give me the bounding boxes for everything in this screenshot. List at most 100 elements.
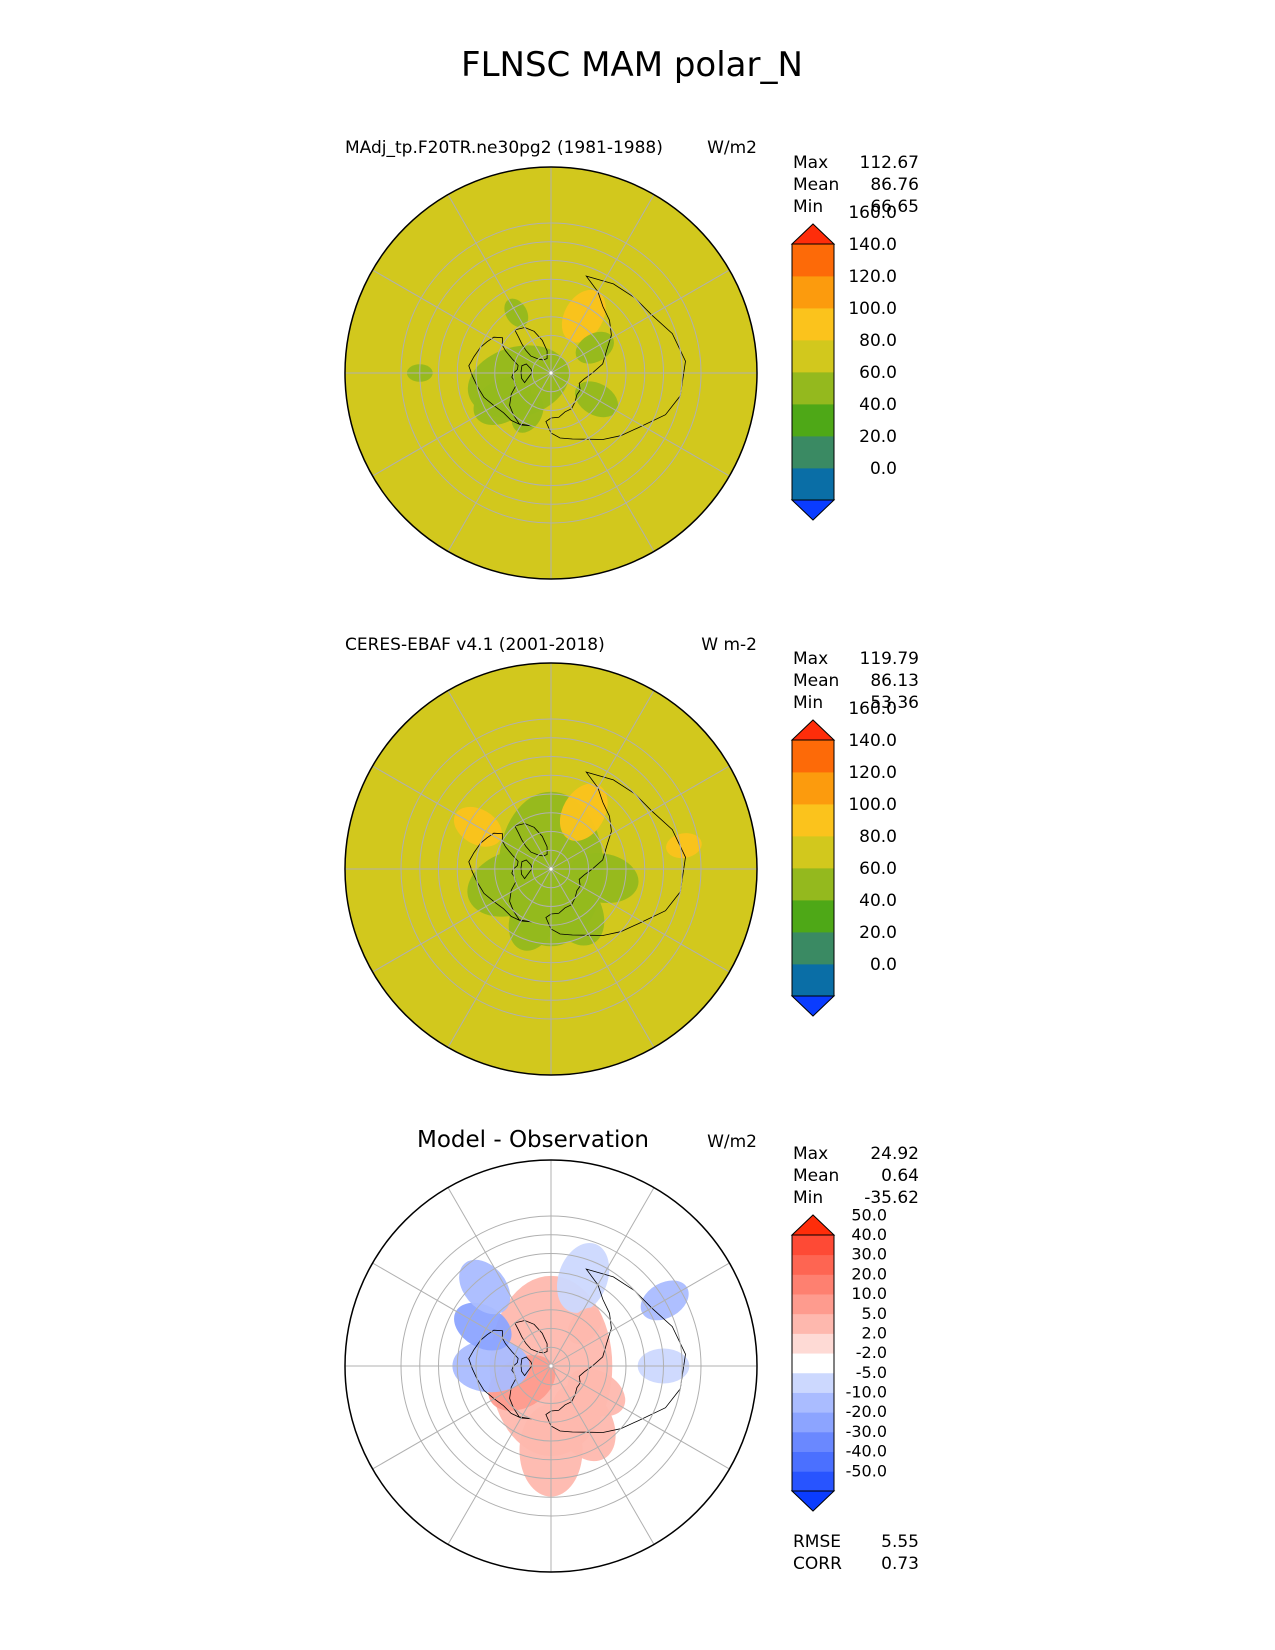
pole-marker — [549, 867, 553, 871]
colorbar-segment — [792, 1451, 834, 1472]
longitude-gridline — [447, 1187, 552, 1367]
colorbar-segment — [792, 932, 834, 965]
longitude-gridline — [372, 1262, 552, 1367]
colorbar-tick-label: -5.0 — [856, 1363, 887, 1382]
longitude-gridline — [372, 868, 552, 973]
colorbar-tick-label: 40.0 — [859, 395, 897, 415]
stat-label: Mean — [793, 1166, 839, 1186]
colorbar-segment — [792, 372, 834, 405]
stat-value: 86.76 — [870, 175, 919, 195]
colorbar-segment — [792, 436, 834, 469]
coastline — [468, 832, 532, 923]
colorbar-segment — [792, 804, 834, 837]
colorbar-segment — [792, 1313, 834, 1334]
colorbar-tick-label: 120.0 — [848, 763, 897, 783]
colorbar-segment — [792, 1431, 834, 1453]
stat-label: CORR — [793, 1554, 842, 1574]
figure-title: FLNSC MAM polar_N — [461, 45, 803, 85]
longitude-gridline — [550, 1262, 730, 1367]
colorbar-segment — [792, 772, 834, 805]
colorbar-segment — [792, 1254, 834, 1275]
panel-units: W/m2 — [707, 138, 757, 158]
colorbar: 0.0 20.0 40.0 60.0 80.0 100.0 120.0 140.0 160.0 — [790, 203, 897, 521]
longitude-gridline — [447, 194, 552, 374]
colorbar-tick-label: 20.0 — [859, 427, 897, 447]
panel-title: Model - Observation — [417, 1127, 649, 1153]
longitude-gridline — [372, 765, 552, 870]
stat-label: Min — [793, 693, 823, 713]
stat-value: -35.62 — [864, 1188, 919, 1208]
map-panel-1: MAdj_tp.F20TR.ne30pg2 (1981-1988) W/m2 Max… — [344, 138, 919, 580]
colorbar-segment — [792, 308, 834, 341]
stat-label: Max — [793, 649, 828, 669]
colorbar-tick-label: 0.0 — [870, 459, 897, 479]
longitude-gridline — [447, 1365, 552, 1545]
map-field — [345, 663, 757, 1075]
stat-value: 5.55 — [881, 1532, 919, 1552]
longitude-gridline — [550, 1365, 655, 1545]
field-patch — [666, 833, 702, 859]
longitude-gridline — [372, 372, 552, 477]
stat-value: 24.92 — [870, 1144, 919, 1164]
colorbar-segment — [792, 340, 834, 373]
coastline — [520, 363, 533, 384]
map-panel-3: Model - Observation W/m2 Max 24.92 Mean 0.64 M… — [344, 1127, 919, 1574]
longitude-gridline — [550, 1365, 730, 1470]
colorbar-tick-label: -10.0 — [846, 1383, 887, 1402]
colorbar-extend-min — [790, 995, 836, 1017]
panel-units: W m-2 — [701, 635, 757, 655]
colorbar-segment — [792, 740, 834, 773]
coastline — [520, 1356, 533, 1377]
colorbar-segment — [792, 1353, 834, 1374]
colorbar-segment — [792, 404, 834, 437]
map-field — [345, 1160, 757, 1572]
colorbar-tick-label: 80.0 — [859, 331, 897, 351]
field-patch — [566, 853, 639, 904]
panels: MAdj_tp.F20TR.ne30pg2 (1981-1988) W/m2 Max… — [344, 138, 919, 1574]
colorbar-segment — [792, 1333, 834, 1354]
colorbar-tick-label: 20.0 — [859, 923, 897, 943]
coastline — [468, 336, 532, 427]
colorbar-segment — [792, 868, 834, 901]
colorbar-segment — [792, 244, 834, 277]
longitude-gridline — [372, 1365, 552, 1470]
colorbar-extend-max — [790, 1214, 836, 1236]
map-field — [345, 167, 757, 579]
longitude-gridline — [550, 194, 655, 374]
colorbar-frame — [791, 739, 835, 997]
stat-value: 119.79 — [860, 649, 919, 669]
colorbar-segment — [792, 1372, 834, 1393]
stat-value: 53.36 — [870, 693, 919, 713]
pole-marker — [549, 371, 553, 375]
colorbar: -50.0-40.0-30.0-20.0-10.0-5.0-2.02.05.01… — [790, 1205, 887, 1512]
colorbar-tick-label: 140.0 — [848, 235, 897, 255]
longitude-gridline — [550, 765, 730, 870]
colorbar-segment — [792, 1235, 834, 1256]
colorbar-extend-min — [790, 1490, 836, 1512]
longitude-gridline — [550, 372, 730, 477]
longitude-gridline — [550, 690, 655, 870]
map-boundary — [344, 662, 758, 1076]
colorbar-tick-label: 30.0 — [851, 1245, 887, 1264]
colorbar-tick-label: 80.0 — [859, 827, 897, 847]
colorbar-tick-label: 100.0 — [848, 795, 897, 815]
stat-label: Min — [793, 197, 823, 217]
stat-value: 0.64 — [881, 1166, 919, 1186]
longitude-gridline — [447, 868, 552, 1048]
panel-title: CERES-EBAF v4.1 (2001-2018) — [345, 635, 605, 655]
coastline — [520, 859, 533, 880]
stat-label: Max — [793, 153, 828, 173]
map-boundary — [344, 166, 758, 580]
field-patch — [567, 1307, 602, 1344]
colorbar-segment — [792, 1412, 834, 1433]
stat-value: 112.67 — [860, 153, 919, 173]
colorbar-tick-label: -20.0 — [846, 1402, 887, 1421]
colorbar-tick-label: 140.0 — [848, 731, 897, 751]
stat-value: 86.13 — [870, 671, 919, 691]
colorbar-frame — [791, 1234, 835, 1492]
colorbar-extend-max — [790, 223, 836, 245]
colorbar-tick-label: 160.0 — [848, 699, 897, 719]
longitude-gridline — [372, 269, 552, 374]
colorbar-tick-label: 120.0 — [848, 267, 897, 287]
